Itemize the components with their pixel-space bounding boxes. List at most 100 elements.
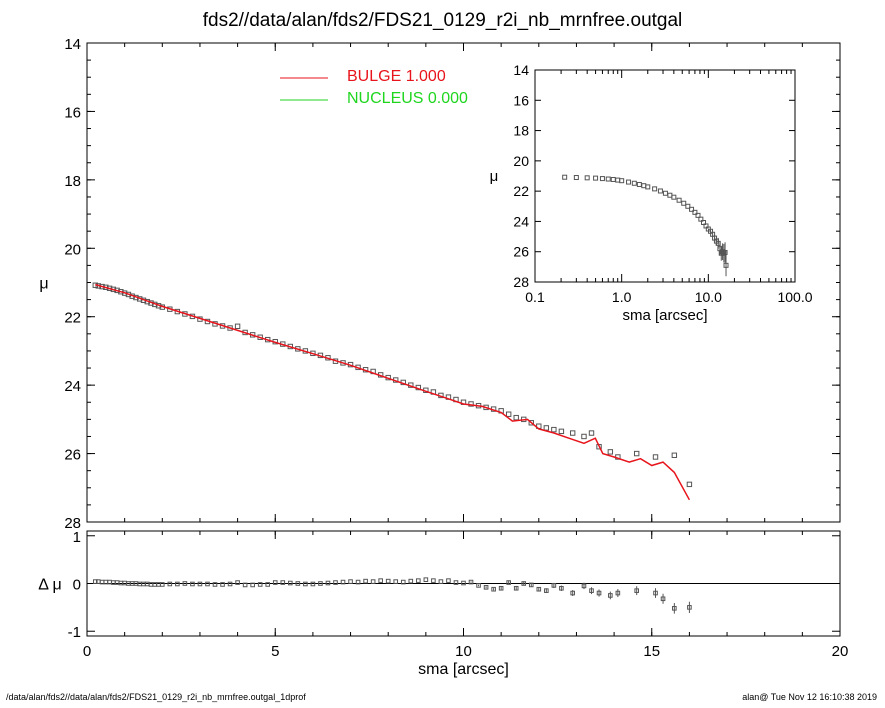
xtick-label: 15	[643, 643, 660, 660]
inset-xlabel: sma [arcsec]	[622, 307, 707, 324]
inset-point	[695, 212, 701, 218]
residual-point	[634, 588, 639, 593]
residual-point	[570, 590, 575, 596]
inset-point	[692, 209, 698, 215]
inset-point	[605, 176, 611, 182]
residual-point	[272, 580, 278, 585]
residual-point	[355, 579, 361, 585]
inset-ytick-label: 26	[513, 244, 529, 260]
resid-ytick-label: 0	[73, 577, 81, 594]
residual-point	[423, 577, 429, 582]
main-ytick-label: 18	[64, 173, 81, 190]
residual-point	[461, 580, 466, 586]
residual-point	[476, 583, 481, 588]
residual-point	[265, 582, 271, 587]
bulge-model-line	[95, 283, 691, 501]
inset-point	[723, 262, 729, 268]
residual-point	[235, 580, 240, 585]
main-ytick-label: 22	[64, 310, 81, 327]
residual-point	[385, 578, 391, 584]
residual-point	[160, 582, 165, 587]
inset-point	[562, 174, 568, 180]
residual-point	[416, 578, 421, 583]
residual-point	[393, 579, 399, 584]
main-ytick-label: 14	[64, 36, 81, 53]
residual-point	[310, 581, 316, 587]
residual-point	[596, 590, 602, 596]
residual-point	[242, 582, 248, 588]
main-ytick-label: 20	[64, 241, 81, 258]
residual-point	[521, 581, 527, 586]
legend-label: BULGE 1.000	[347, 68, 446, 85]
residual-point	[227, 581, 233, 587]
inset-ylabel: μ	[490, 168, 499, 185]
inset-point	[721, 250, 727, 256]
inset-point	[671, 194, 677, 200]
inset-point	[573, 175, 579, 181]
data-point	[234, 323, 241, 329]
residual-point	[318, 581, 323, 586]
residual-point	[175, 581, 180, 587]
residual-point	[559, 585, 564, 591]
residual-point	[288, 580, 293, 586]
data-point	[686, 481, 693, 488]
residual-point	[653, 590, 658, 596]
data-point	[633, 450, 640, 457]
data-point	[671, 452, 678, 458]
inset-point	[619, 178, 625, 184]
residual-point	[581, 583, 587, 589]
inset-ytick-label: 20	[513, 153, 529, 169]
inset-point	[676, 197, 682, 203]
residual-point	[453, 580, 459, 585]
footer-timestamp: alan@ Tue Nov 12 16:10:38 2019	[742, 692, 877, 702]
main-ytick-label: 26	[64, 447, 81, 464]
inset-ytick-label: 24	[513, 213, 529, 229]
residual-ylabel: Δ μ	[38, 577, 61, 594]
residual-point	[370, 579, 376, 584]
inset-ytick-label: 28	[513, 274, 529, 290]
xtick-label: 5	[271, 643, 279, 660]
inset-point	[657, 188, 663, 194]
inset-xtick-label: 0.1	[525, 289, 545, 305]
residual-point	[687, 605, 692, 610]
inset-point	[584, 175, 590, 181]
residual-point	[528, 582, 534, 588]
data-point	[528, 420, 534, 426]
main-profile-plot: 14 16 18 20 22 24 26 28 μ BULGE 1.000 NUCLEUS 0.00…	[39, 36, 841, 532]
main-ytick-label: 28	[64, 515, 81, 532]
data-point	[505, 411, 512, 417]
inset-point	[717, 246, 723, 252]
residual-point	[615, 590, 621, 596]
inset-point	[599, 176, 605, 182]
residual-point	[498, 585, 504, 591]
residual-point	[551, 583, 557, 588]
residual-point	[348, 579, 353, 584]
main-ylabel: μ	[39, 276, 48, 293]
main-ytick-label: 24	[64, 378, 81, 395]
data-point	[558, 428, 565, 435]
residual-point	[280, 580, 286, 585]
data-point	[607, 449, 614, 455]
resid-ytick-label: 1	[73, 529, 81, 546]
inset-point	[681, 200, 687, 206]
data-point	[581, 433, 587, 440]
inset-point	[698, 216, 704, 222]
residual-point	[182, 581, 188, 586]
inset-point	[645, 184, 651, 190]
residual-point	[438, 579, 444, 584]
inset-point	[685, 203, 691, 209]
residual-point	[378, 578, 383, 583]
footer-filepath: /data/alan/fds2//data/alan/fds2/FDS21_01…	[6, 692, 306, 702]
residual-point	[660, 596, 666, 602]
residual-point	[491, 586, 496, 592]
inset-ytick-label: 16	[513, 92, 529, 108]
residual-point	[250, 582, 255, 588]
inset-point	[626, 179, 632, 185]
residual-point	[446, 578, 451, 583]
residual-point	[295, 581, 301, 586]
residual-point	[92, 579, 98, 584]
inset-log-plot: 0.1 1.0 10.0 100.0 14 16 18 20 22 24 26 28 μ sma [arc…	[490, 62, 813, 324]
residual-point	[589, 588, 594, 593]
residual-point	[408, 578, 414, 584]
